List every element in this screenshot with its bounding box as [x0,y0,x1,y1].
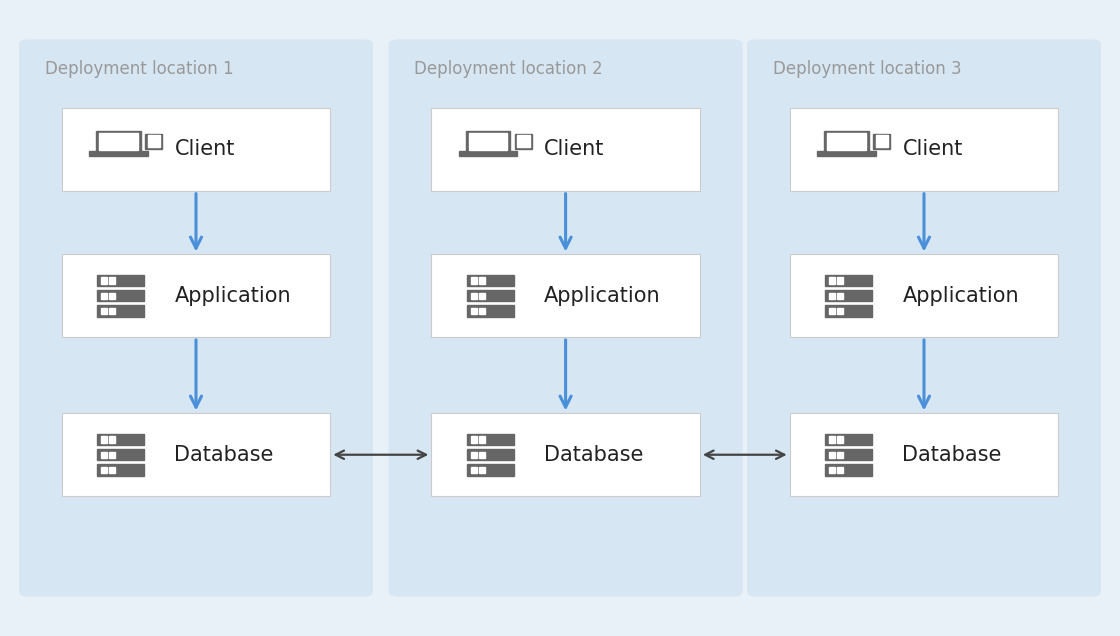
Bar [818,151,876,156]
Bar [837,452,843,458]
Bar [459,151,517,156]
Bar [837,308,843,314]
FancyBboxPatch shape [790,108,1058,191]
Bar [470,436,477,443]
Bar [829,467,836,473]
Text: Deployment location 1: Deployment location 1 [45,60,233,78]
FancyBboxPatch shape [62,254,330,337]
Text: Client: Client [903,139,963,160]
Bar [824,131,869,151]
Bar [101,436,108,443]
Bar [470,277,477,284]
Bar [109,308,115,314]
Bar [837,436,843,443]
Bar [825,305,872,317]
Bar [109,277,115,284]
Text: Application: Application [175,286,291,306]
Bar [825,464,872,476]
Bar [467,464,514,476]
Bar [97,305,144,317]
Bar [467,449,514,460]
Text: Application: Application [903,286,1019,306]
Bar [829,277,836,284]
Bar [90,151,148,156]
Bar [876,135,888,148]
Text: Client: Client [175,139,235,160]
Bar [100,133,138,149]
Text: Deployment location 3: Deployment location 3 [773,60,961,78]
Bar [478,277,485,284]
Bar [837,293,843,299]
Bar [469,133,507,149]
Text: Deployment location 2: Deployment location 2 [414,60,603,78]
Bar [101,467,108,473]
Bar [109,293,115,299]
FancyBboxPatch shape [431,254,700,337]
FancyBboxPatch shape [19,39,373,597]
Bar [478,467,485,473]
Bar [825,290,872,301]
Bar [109,436,115,443]
Bar [478,436,485,443]
Bar [101,452,108,458]
Text: Database: Database [175,445,274,465]
Bar [517,135,530,148]
Bar [467,290,514,301]
Bar [101,277,108,284]
Bar [146,134,162,149]
Bar [825,449,872,460]
Bar [97,434,144,445]
Bar [467,305,514,317]
Bar [466,131,511,151]
Bar [97,275,144,286]
Bar [101,293,108,299]
Text: Client: Client [544,139,605,160]
Bar [829,436,836,443]
FancyBboxPatch shape [62,108,330,191]
Bar [148,135,160,148]
FancyBboxPatch shape [389,39,743,597]
FancyBboxPatch shape [747,39,1101,597]
Bar [515,134,532,149]
Bar [97,290,144,301]
Bar [478,452,485,458]
Text: Application: Application [544,286,661,306]
Bar [96,131,141,151]
Bar [467,275,514,286]
Bar [97,449,144,460]
Bar [109,452,115,458]
FancyBboxPatch shape [790,254,1058,337]
Bar [470,452,477,458]
Bar [470,467,477,473]
Text: Database: Database [544,445,644,465]
Bar [467,434,514,445]
FancyBboxPatch shape [62,413,330,496]
Text: Database: Database [903,445,1002,465]
Bar [97,464,144,476]
Bar [101,308,108,314]
Bar [478,293,485,299]
Bar [829,452,836,458]
FancyBboxPatch shape [431,413,700,496]
Bar [478,308,485,314]
FancyBboxPatch shape [431,108,700,191]
Bar [828,133,866,149]
Bar [470,308,477,314]
Bar [829,293,836,299]
Bar [825,434,872,445]
Bar [829,308,836,314]
Bar [825,275,872,286]
Bar [837,277,843,284]
FancyBboxPatch shape [790,413,1058,496]
Bar [109,467,115,473]
Bar [874,134,890,149]
Bar [470,293,477,299]
Bar [837,467,843,473]
